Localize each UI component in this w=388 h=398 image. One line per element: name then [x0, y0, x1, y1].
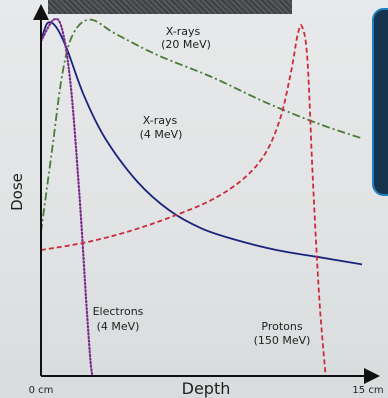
side-panel	[372, 8, 388, 196]
x-tick-label-end: 15 cm	[352, 385, 383, 396]
series-label-xrays-4mev: X-rays (4 MeV)	[140, 114, 183, 141]
top-edge-bar	[48, 0, 292, 14]
series-label-line: X-rays	[143, 114, 178, 127]
series-label-xrays-20mev: X-rays (20 MeV)	[161, 25, 211, 51]
series-label-electrons-4mev: Electrons (4 MeV)	[93, 305, 144, 333]
series-label-line: (4 MeV)	[140, 128, 183, 141]
series-line-0	[40, 21, 363, 266]
y-axis-label: Dose	[8, 173, 26, 211]
series-label-line: (4 MeV)	[97, 320, 140, 333]
series-label-line: X-rays	[166, 25, 201, 38]
series-line-1	[40, 18, 363, 233]
series-label-line: Protons	[261, 320, 302, 333]
series-label-line: Electrons	[93, 305, 144, 318]
x-tick-label-start: 0 cm	[29, 385, 54, 396]
series-label-protons-150mev: Protons (150 MeV)	[254, 320, 311, 347]
series-line-3	[40, 24, 327, 377]
series-line-2	[39, 17, 94, 378]
series-label-line: (150 MeV)	[254, 334, 311, 347]
series-label-line: (20 MeV)	[161, 38, 211, 51]
x-axis-label: Depth	[182, 379, 231, 398]
series-layer	[39, 17, 363, 378]
